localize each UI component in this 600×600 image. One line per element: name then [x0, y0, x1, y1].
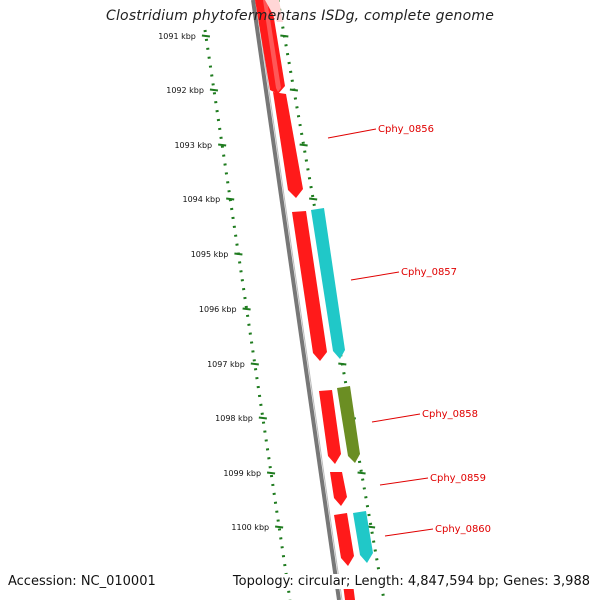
- inner-track-dots: [203, 29, 292, 600]
- scale-tick-label: 1097 kbp: [207, 360, 245, 369]
- gene-label-cphy-0858[interactable]: Cphy_0858: [422, 409, 478, 420]
- genome-stats-text: Topology: circular; Length: 4,847,594 bp…: [229, 574, 590, 589]
- gene-leader-line: [327, 128, 377, 139]
- gene-arrow-red[interactable]: [334, 513, 354, 566]
- scale-tick-mark: [250, 362, 259, 366]
- gene-arrow-red[interactable]: [273, 92, 303, 198]
- gene-labels: Cphy_0856 Cphy_0857 Cphy_0858 Cphy_0859 …: [378, 124, 491, 535]
- scale-tick-mark: [209, 88, 219, 92]
- gene-arrow-cyan[interactable]: [353, 511, 373, 563]
- gene-label-cphy-0859[interactable]: Cphy_0859: [430, 473, 486, 484]
- scale-tick-label: 1096 kbp: [199, 305, 237, 314]
- gene-label-cphy-0857[interactable]: Cphy_0857: [401, 267, 457, 278]
- scale-tick-mark: [234, 252, 243, 256]
- outer-tick-mark: [280, 34, 289, 38]
- gene-label-cphy-0856[interactable]: Cphy_0856: [378, 124, 434, 135]
- scale-tick-label: 1099 kbp: [223, 469, 261, 478]
- accession-text: Accession: NC_010001: [8, 574, 156, 589]
- gene-arrow-red[interactable]: [330, 472, 347, 506]
- scale-tick-label: 1098 kbp: [215, 414, 253, 423]
- scale-tick-label: 1095 kbp: [191, 250, 229, 259]
- gene-arrow-cyan[interactable]: [311, 208, 345, 359]
- scale-tick-mark: [201, 34, 211, 38]
- genome-backbone-highlight: [255, 0, 343, 600]
- outer-tick-mark: [299, 143, 308, 147]
- gene-arrow-pink[interactable]: [265, 0, 283, 22]
- scale-ticks: 1091 kbp 1092 kbp 1093 kbp 1094 kbp 1095 kbp…: [158, 32, 385, 587]
- gene-leader-line: [371, 413, 421, 423]
- gene-label-leaders: [327, 128, 434, 537]
- gene-features: [255, 0, 373, 600]
- gene-leader-line: [384, 528, 434, 537]
- genome-backbone: [251, 0, 341, 600]
- scale-tick-mark: [274, 525, 284, 529]
- scale-tick-label: 1093 kbp: [174, 141, 212, 150]
- gene-leader-line: [350, 271, 400, 281]
- outer-tick-mark: [289, 88, 299, 92]
- gene-leader-line: [379, 477, 429, 486]
- outer-tick-mark: [357, 471, 366, 475]
- gene-arrow-red[interactable]: [292, 211, 327, 361]
- outer-tick-mark: [309, 197, 318, 201]
- gene-label-cphy-0860[interactable]: Cphy_0860: [435, 524, 491, 535]
- scale-tick-mark: [226, 197, 235, 201]
- scale-tick-mark: [242, 307, 251, 311]
- scale-tick-mark: [266, 471, 276, 475]
- gene-arrow-red[interactable]: [319, 390, 341, 464]
- map-title: Clostridium phytofermentans ISDg, comple…: [105, 8, 495, 24]
- scale-tick-label: 1091 kbp: [158, 32, 196, 41]
- scale-tick-label: 1092 kbp: [166, 86, 204, 95]
- scale-tick-mark: [218, 143, 227, 147]
- scale-tick-mark: [258, 416, 267, 420]
- gene-arrow-olive[interactable]: [337, 386, 360, 463]
- scale-tick-label: 1094 kbp: [182, 195, 220, 204]
- gene-arrow-red[interactable]: [263, 0, 281, 92]
- outer-tick-mark: [338, 362, 347, 366]
- scale-tick-label: 1100 kbp: [231, 523, 269, 532]
